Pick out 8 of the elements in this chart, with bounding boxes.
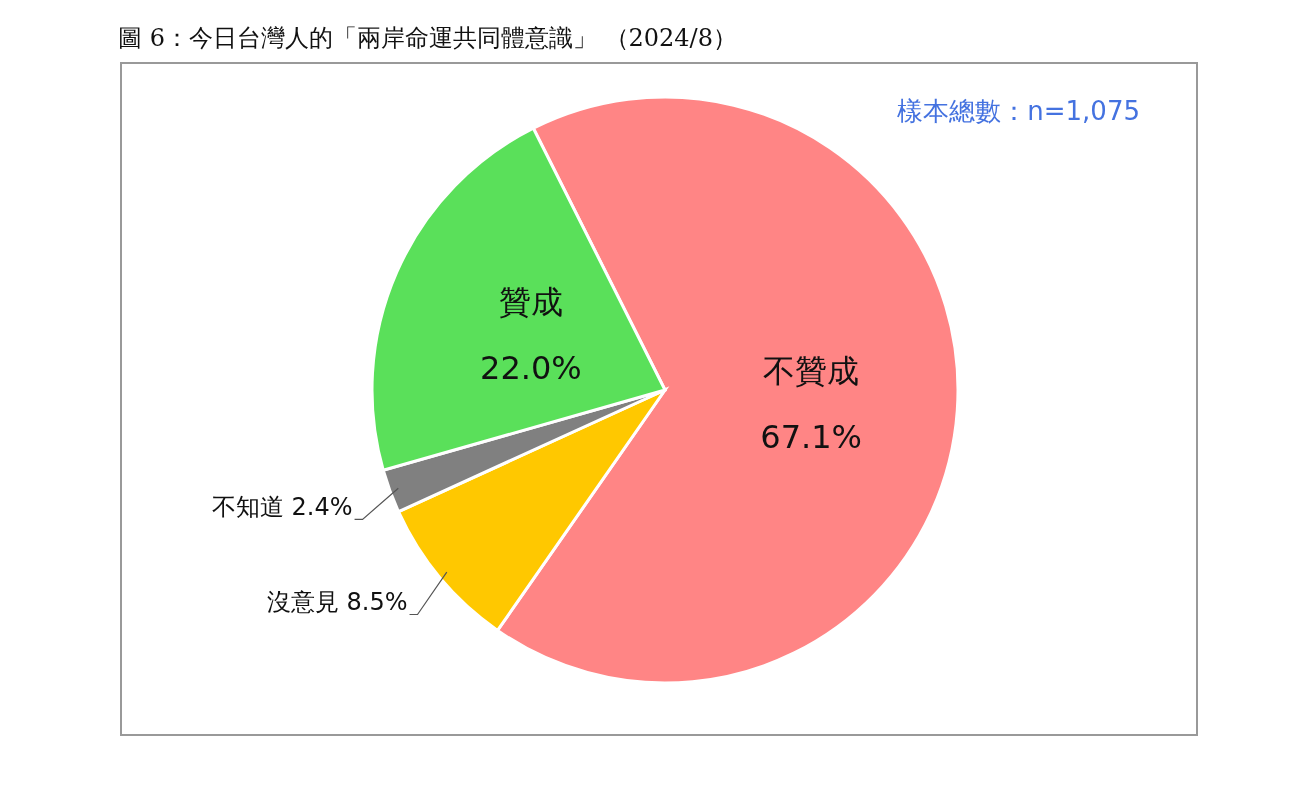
slice-label: 贊成 bbox=[498, 283, 563, 322]
data-label: 22.0% bbox=[480, 349, 582, 388]
slice-label: 沒意見 8.5% bbox=[266, 588, 408, 617]
slice-label: 不知道 2.4% bbox=[211, 493, 353, 522]
text: 樣本總數：n=1,075 bbox=[897, 95, 1140, 128]
chart-title: 圖 6：今日台灣人的「兩岸命運共同體意識」 （2024/8） bbox=[118, 23, 737, 54]
data-label: 67.1% bbox=[760, 418, 862, 457]
slice-label: 不贊成 bbox=[763, 352, 860, 391]
